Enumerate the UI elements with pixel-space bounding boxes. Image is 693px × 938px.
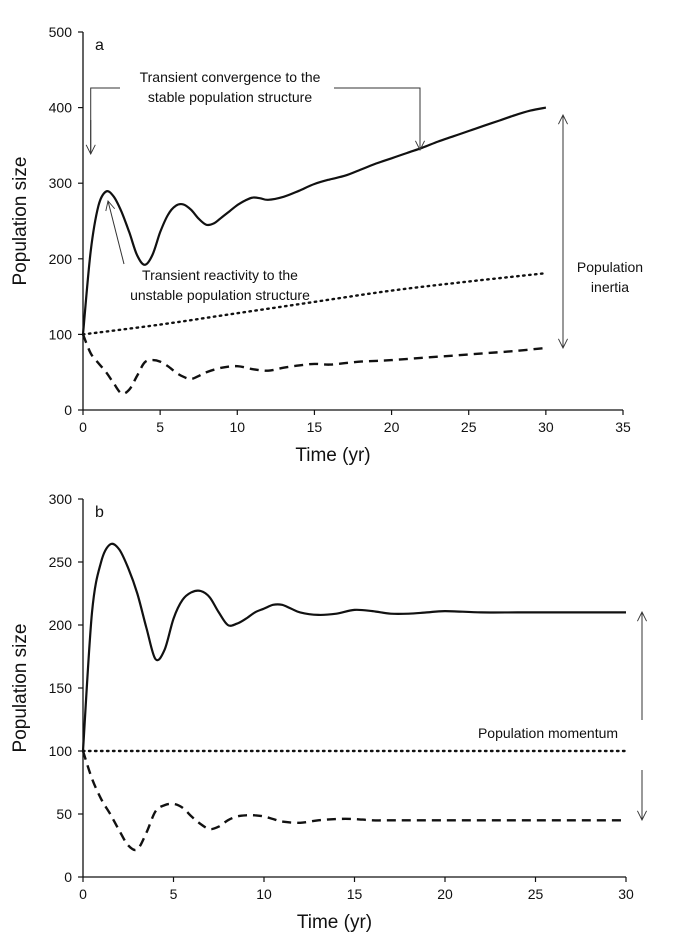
y-tick-label: 400 [49,100,73,116]
y-tick-label: 50 [56,806,72,822]
series-solid-line [81,542,627,752]
annotation-text: Transient reactivity to the [142,267,298,283]
y-tick-label: 250 [49,554,73,570]
x-tick-label: 5 [170,886,178,902]
y-tick-label: 500 [49,24,73,40]
x-tick-label: 20 [384,419,400,435]
annotation-text: Population momentum [478,725,618,741]
annotation-text: Population [577,259,643,275]
annotation-text: unstable population structure [130,287,310,303]
annotation-text: Transient convergence to the [140,69,321,85]
y-tick-label: 100 [49,743,73,759]
y-tick-label: 300 [49,175,73,191]
x-tick-label: 0 [79,419,87,435]
annotation-arrow [108,201,125,265]
x-tick-label: 15 [347,886,363,902]
y-tick-label: 200 [49,617,73,633]
bracket-right [334,87,421,92]
annotation-text: stable population structure [148,89,312,105]
x-tick-label: 25 [461,419,477,435]
x-axis-title: Time (yr) [295,445,370,466]
x-tick-label: 0 [79,886,87,902]
x-tick-label: 30 [618,886,634,902]
x-tick-label: 30 [538,419,554,435]
annotation-text: inertia [591,279,629,295]
series-dashed-line [81,750,626,852]
y-tick-label: 0 [64,869,72,885]
x-tick-label: 35 [615,419,631,435]
series-dotted-line [81,272,548,336]
y-tick-label: 200 [49,251,73,267]
y-tick-label: 100 [49,326,73,342]
x-axis-title: Time (yr) [297,912,372,933]
x-tick-label: 15 [307,419,323,435]
x-tick-label: 10 [256,886,272,902]
y-tick-label: 150 [49,680,73,696]
y-axis-title: Population size [10,624,31,753]
y-tick-label: 0 [64,402,72,418]
x-tick-label: 25 [528,886,544,902]
bracket-left [90,87,120,153]
series-solid-line [81,106,547,335]
x-tick-label: 20 [437,886,453,902]
series-dashed-line [81,333,547,395]
panel-letter: b [95,504,104,521]
y-axis-title: Population size [10,157,31,286]
panel-letter: a [95,37,104,54]
x-tick-label: 10 [229,419,245,435]
y-tick-label: 300 [49,491,73,507]
x-tick-label: 5 [156,419,164,435]
panel-a: 0 5 10 15 20 25 30 35 0 100 200 300 400 500 Time (yr) P… [10,24,643,466]
